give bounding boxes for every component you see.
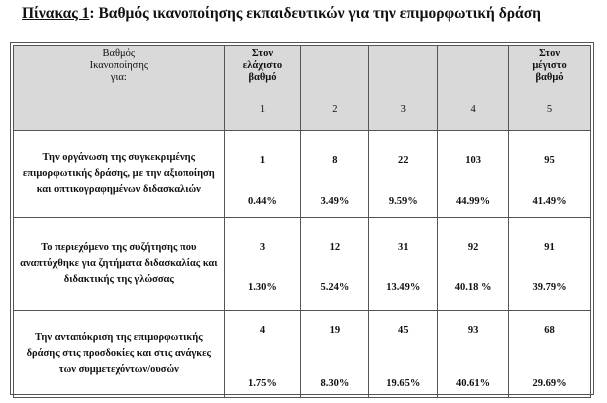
row-3-col-2: 19 8.30% [300,310,370,398]
row-3-col-1: 4 1.75% [223,310,302,398]
row-2-col-1-percent: 1.30% [248,282,277,293]
table-title: Πίνακας 1: Βαθμός ικανοποίησης εκπαιδευτ… [22,5,541,23]
table-row: Την ανταπόκριση της επιμορφωτικής δράσης… [13,310,591,398]
row-3-col-2-count: 19 [329,325,341,336]
row-1-col-4-count: 103 [465,155,481,166]
row-2-col-4-count: 92 [467,242,479,253]
table-row: Το περιεχόμενο της συζήτησης που αναπτύχ… [13,217,591,311]
header-col-1: Στον ελάχιστο βαθμό 1 [223,45,302,131]
row-2-col-4-percent: 40.18 % [454,282,492,293]
row-2-label: Το περιεχόμενο της συζήτησης που αναπτύχ… [13,217,225,311]
row-3-col-4-percent: 40.61% [456,378,491,389]
row-2-col-4: 92 40.18 % [437,217,510,311]
header-col-3-number: 3 [400,104,406,115]
row-3-col-4-count: 93 [467,325,479,336]
header-col-1-label: Στον ελάχιστο βαθμό [242,48,283,83]
row-3-col-5-percent: 29.69% [532,378,567,389]
row-3-label: Την ανταπόκριση της επιμορφωτικής δράσης… [13,310,225,398]
header-col-1-number: 1 [259,104,266,115]
row-3-col-5: 68 29.69% [508,310,591,398]
row-1-col-4: 103 44.99% [437,130,510,218]
table-frame: Βαθμός Ικανοποίησης για: Στον ελάχιστο β… [10,42,594,398]
header-col-3: 3 [368,45,439,131]
row-2-col-1: 3 1.30% [223,217,302,311]
row-3-col-1-percent: 1.75% [248,378,277,389]
row-1-col-1: 1 0.44% [223,130,302,218]
header-col-3-label [369,46,437,84]
row-3-col-3-count: 45 [398,325,409,336]
row-2-col-5-count: 91 [544,242,555,253]
row-2-col-5-percent: 39.79% [532,282,567,293]
header-col-2: 2 [300,45,370,131]
row-3-col-5-count: 68 [544,325,555,336]
header-col-2-label [301,46,368,84]
row-3-col-1-count: 4 [259,325,266,336]
row-3-col-2-percent: 8.30% [320,378,350,389]
row-2-col-3: 31 13.49% [368,217,439,311]
row-2-col-1-count: 3 [259,242,266,253]
row-1-col-3: 22 9.59% [368,130,439,218]
header-row: Βαθμός Ικανοποίησης για: Στον ελάχιστο β… [13,45,591,131]
row-1-col-5-count: 95 [544,155,555,166]
header-col-5-label: Στον μέγιστο βαθμό [532,48,567,83]
row-3-col-4: 93 40.61% [437,310,510,398]
row-2-col-2-percent: 5.24% [320,282,350,293]
row-1-col-4-percent: 44.99% [456,196,491,207]
row-2-col-3-percent: 13.49% [386,282,421,293]
row-1-col-3-percent: 9.59% [388,196,418,207]
header-col-4-number: 4 [470,104,476,115]
header-corner-cell: Βαθμός Ικανοποίησης για: [13,45,225,131]
row-1-col-1-percent: 0.44% [248,196,277,207]
row-2-col-2-count: 12 [329,242,341,253]
row-2-col-3-count: 31 [398,242,409,253]
row-1-col-2: 8 3.49% [300,130,370,218]
table-row: Την οργάνωση της συγκεκριμένης επιμορφωτ… [13,130,591,218]
row-2-col-5: 91 39.79% [508,217,591,311]
table-title-text: : Βαθμός ικανοποίησης εκπαιδευτικών για … [89,5,541,22]
header-col-5-number: 5 [546,104,553,115]
header-corner-line3: για: [110,72,127,83]
row-1-col-5: 95 41.49% [508,130,591,218]
row-1-col-5-percent: 41.49% [532,196,567,207]
row-3-col-3-percent: 19.65% [386,378,421,389]
row-1-col-2-count: 8 [332,155,338,166]
header-corner-line2: Ικανοποίησης [89,60,148,71]
header-col-4: 4 [437,45,510,131]
header-col-4-label [438,46,508,84]
row-1-label: Την οργάνωση της συγκεκριμένης επιμορφωτ… [13,130,225,218]
row-1-col-1-count: 1 [259,155,266,166]
row-1-col-2-percent: 3.49% [320,196,350,207]
header-corner-line1: Βαθμός [102,48,136,59]
table-title-label: Πίνακας 1 [22,5,90,22]
header-col-2-number: 2 [332,104,338,115]
header-col-5: Στον μέγιστο βαθμό 5 [508,45,591,131]
satisfaction-table: Βαθμός Ικανοποίησης για: Στον ελάχιστο β… [13,45,591,398]
row-3-col-3: 45 19.65% [368,310,439,398]
row-1-col-3-count: 22 [398,155,409,166]
row-2-col-2: 12 5.24% [300,217,370,311]
